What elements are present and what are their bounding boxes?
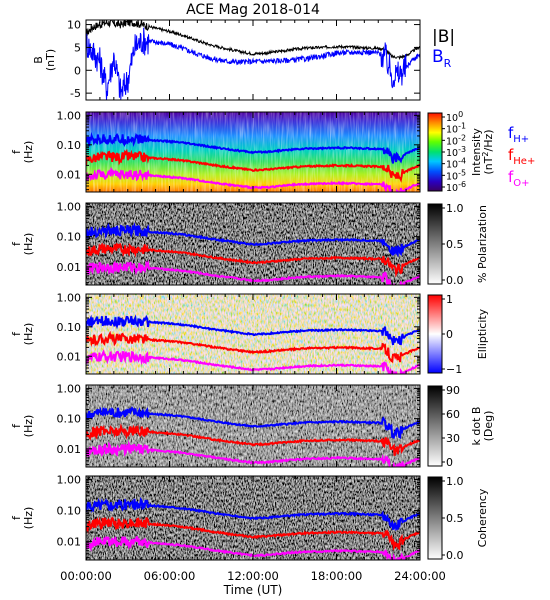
y-axis-label: f(Hz) (10, 507, 35, 530)
gyrofrequency-line-f-Hplus (86, 131, 420, 164)
spectrogram-image (86, 203, 420, 285)
colorbar-tick-label: 0 (446, 328, 453, 341)
legend-entry: |B| (432, 27, 455, 47)
y-tick-label: 0.10 (57, 321, 82, 334)
colorbar-tick-label: 90 (446, 384, 460, 397)
colorbar-tick-label: 1.0 (446, 202, 464, 215)
gyrofrequency-line-f-Heplus (86, 242, 420, 278)
colorbar-tick-label: 0.0 (446, 549, 464, 562)
gyrofrequency-line-f-Heplus (86, 516, 420, 551)
y-tick-label: 10 (67, 19, 81, 32)
series-line-B-R (86, 27, 420, 100)
gyrofrequency-line-f-Heplus (86, 423, 420, 456)
colorbar-tick-label: 0 (446, 456, 453, 469)
b-field-panel: -5 0 5 10 B(nT) |B|BR (32, 19, 455, 101)
colorbar-tick-label: 0.5 (446, 512, 464, 525)
y-tick-label: 1.00 (57, 291, 82, 304)
gyrofrequency-line-f-Hplus (86, 496, 420, 532)
gyrofrequency-line-f-Hplus (86, 406, 420, 440)
y-tick-label: 1.00 (57, 474, 82, 487)
y-tick-label: 0.10 (57, 413, 82, 426)
colorbar (427, 385, 443, 467)
spectrogram-panel-ellipticity: 1.00 0.10 0.01 f(Hz) 1 0 −1 Ellipticity (10, 291, 489, 376)
x-tick-label: 06:00:00 (144, 569, 196, 583)
y-tick-label: 0 (74, 64, 81, 77)
x-tick-label: 18:00:00 (311, 569, 363, 583)
spectrogram-panel-polarization: 1.00 0.10 0.01 f(Hz) 1.0 0.5 0.0 % Polarization (10, 200, 489, 287)
colorbar (427, 476, 443, 560)
spectrogram-panel-intensity: 1.000.100.01f(Hz)10010-110-210-310-410-5… (10, 109, 535, 194)
colorbar (427, 294, 443, 374)
legend-entry: fH+ (508, 124, 529, 145)
spectrogram-panel-k-dot-b: 1.00 0.10 0.01 f(Hz) 90 60 30 0 k dot B(Deg) (10, 382, 495, 469)
legend-entry: BR (432, 47, 452, 70)
gyrofrequency-line-f-Hplus (86, 222, 420, 258)
colorbar-title: % Polarization (476, 205, 489, 283)
x-tick-label: 00:00:00 (60, 569, 112, 583)
y-tick-label: 0.10 (57, 231, 82, 244)
colorbar-tick-label: 60 (446, 408, 460, 421)
figure-title: ACE Mag 2018-014 (186, 2, 320, 18)
colorbar-tick-label: 1.0 (446, 475, 464, 488)
x-axis-label: Time (UT) (223, 583, 283, 597)
colorbar-tick-label: 0.0 (446, 274, 464, 287)
y-axis-label: f(Hz) (10, 141, 35, 164)
spectrogram-panel-coherency: 1.00 0.10 0.01 f(Hz) 1.0 0.5 0.0 Coherency (10, 474, 489, 562)
y-tick-label: -5 (70, 87, 81, 100)
colorbar-title: k dot B(Deg) (470, 407, 495, 446)
y-tick-label: 1.00 (57, 200, 82, 213)
y-tick-label: 0.01 (57, 535, 82, 548)
colorbar-tick-label: 10-6 (446, 180, 466, 194)
colorbar-tick-label: −1 (446, 363, 462, 376)
gyrofrequency-line-f-Heplus (86, 148, 420, 183)
colorbar (427, 203, 443, 285)
panels: -50510B(nT)|B|BR1.000.100.01f(Hz)10010-1… (10, 19, 535, 562)
y-axis-label: f(Hz) (10, 323, 35, 346)
colorbar-tick-label: 0.5 (446, 238, 464, 251)
time-axis: 00:00:00 06:00:00 12:00:00 18:00:00 24:00:00 (60, 569, 446, 583)
colorbar-tick-label: 1 (446, 293, 453, 306)
colorbar-title: Ellipticity (476, 308, 489, 359)
gyrofrequency-line-f-Heplus (86, 330, 420, 364)
spectrogram-image (86, 112, 420, 192)
colorbar-tick-label: 30 (446, 432, 460, 445)
colorbar-title: Coherency (476, 488, 489, 547)
x-tick-label: 24:00:00 (394, 569, 446, 583)
legend-entry: fO+ (508, 168, 530, 189)
y-axis-label: f(Hz) (10, 233, 35, 256)
spectrogram-image (86, 476, 420, 560)
gyrofrequency-line-f-Hplus (86, 314, 420, 346)
y-tick-label: 1.00 (57, 382, 82, 395)
spectrogram-image (86, 385, 420, 467)
spectrogram-image (86, 294, 420, 374)
y-axis-label: f(Hz) (10, 415, 35, 438)
colorbar (427, 112, 443, 192)
y-axis-label: B(nT) (32, 49, 57, 71)
colorbar-title: Intensity(nT2/Hz) (470, 128, 495, 176)
y-tick-label: 0.10 (57, 504, 82, 517)
y-tick-label: 5 (74, 41, 81, 54)
y-tick-label: 1.00 (57, 109, 82, 122)
y-tick-label: 0.01 (57, 261, 82, 274)
y-tick-label: 0.01 (57, 350, 82, 363)
legend-entry: fHe+ (508, 146, 535, 167)
y-tick-label: 0.01 (57, 443, 82, 456)
x-tick-label: 12:00:00 (227, 569, 279, 583)
y-tick-label: 0.01 (57, 168, 82, 181)
y-tick-label: 0.10 (57, 139, 82, 152)
